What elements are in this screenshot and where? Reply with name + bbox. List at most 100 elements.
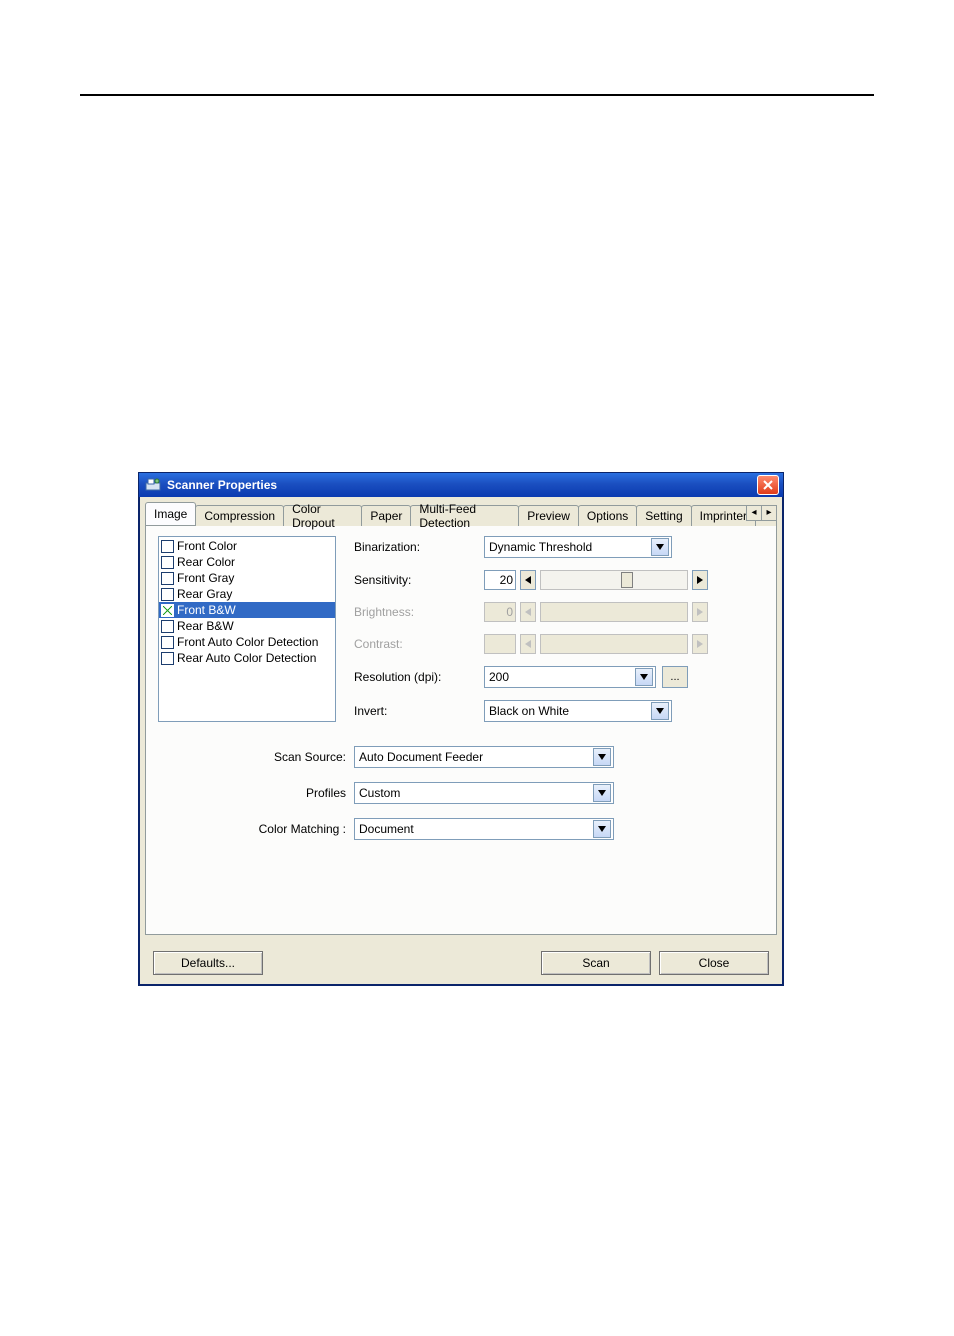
tab-label: Compression [204, 509, 275, 523]
slider-right-button [692, 602, 708, 622]
invert-dropdown[interactable]: Black on White [484, 700, 672, 722]
resolution-label: Resolution (dpi): [354, 670, 484, 684]
invert-label: Invert: [354, 704, 484, 718]
list-item-label: Front Color [177, 539, 237, 553]
button-label: Defaults... [181, 956, 235, 970]
tab-label: Options [587, 509, 628, 523]
slider-right-button[interactable] [692, 570, 708, 590]
color-matching-dropdown[interactable]: Document [354, 818, 614, 840]
tab-label: Multi-Feed Detection [419, 502, 510, 530]
color-matching-label: Color Matching : [158, 822, 354, 836]
tab-options[interactable]: Options [578, 505, 637, 526]
image-tab-page: Front Color Rear Color Front Gray Rear G… [145, 526, 777, 935]
button-label: Close [699, 956, 730, 970]
list-item-label: Rear B&W [177, 619, 234, 633]
brightness-slider: 0 [484, 602, 708, 622]
checkbox-icon[interactable] [161, 620, 174, 633]
window-title: Scanner Properties [167, 478, 757, 492]
tab-setting[interactable]: Setting [636, 505, 691, 526]
sensitivity-slider[interactable]: 20 [484, 570, 708, 590]
list-item-label: Rear Auto Color Detection [177, 651, 316, 665]
slider-value: 0 [484, 602, 516, 622]
checkbox-icon[interactable] [161, 540, 174, 553]
tab-color-dropout[interactable]: Color Dropout [283, 505, 362, 526]
slider-left-button [520, 634, 536, 654]
close-button[interactable]: Close [659, 951, 769, 975]
chevron-down-icon [651, 538, 669, 556]
tab-compression[interactable]: Compression [195, 505, 284, 526]
tab-preview[interactable]: Preview [518, 505, 579, 526]
chevron-down-icon [593, 748, 611, 766]
dialog-button-row: Defaults... Scan Close [145, 945, 777, 975]
resolution-dropdown[interactable]: 200 [484, 666, 656, 688]
tab-paper[interactable]: Paper [361, 505, 411, 526]
chevron-down-icon [635, 668, 653, 686]
tab-label: Imprinter [700, 509, 747, 523]
profiles-label: Profiles [158, 786, 354, 800]
button-label: Scan [582, 956, 609, 970]
scan-source-dropdown[interactable]: Auto Document Feeder [354, 746, 614, 768]
resolution-more-button[interactable]: ... [662, 666, 688, 688]
list-item-label: Front B&W [177, 603, 236, 617]
tab-label: Image [154, 507, 187, 521]
dropdown-value: Black on White [489, 704, 651, 718]
profiles-dropdown[interactable]: Custom [354, 782, 614, 804]
list-item-label: Front Gray [177, 571, 234, 585]
checkbox-icon[interactable] [161, 588, 174, 601]
list-item[interactable]: Front Auto Color Detection [159, 634, 335, 650]
checkbox-icon[interactable] [161, 556, 174, 569]
image-selection-listbox[interactable]: Front Color Rear Color Front Gray Rear G… [158, 536, 336, 722]
scan-source-label: Scan Source: [158, 750, 354, 764]
checkbox-icon[interactable] [161, 652, 174, 665]
dropdown-value: Auto Document Feeder [359, 750, 593, 764]
slider-track [540, 634, 688, 654]
binarization-label: Binarization: [354, 540, 484, 554]
list-item[interactable]: Rear Color [159, 554, 335, 570]
list-item[interactable]: Rear Auto Color Detection [159, 650, 335, 666]
slider-track[interactable] [540, 570, 688, 590]
page-divider [80, 94, 874, 96]
close-window-button[interactable] [757, 475, 779, 495]
list-item-label: Rear Gray [177, 587, 232, 601]
list-item-label: Rear Color [177, 555, 235, 569]
tab-scroll-right-button[interactable]: ▸ [761, 505, 777, 521]
checkbox-icon[interactable] [161, 572, 174, 585]
slider-right-button [692, 634, 708, 654]
list-item[interactable]: Rear Gray [159, 586, 335, 602]
app-icon [145, 477, 161, 493]
defaults-button[interactable]: Defaults... [153, 951, 263, 975]
scanner-properties-window: Scanner Properties Image Compression Col… [138, 472, 784, 986]
brightness-label: Brightness: [354, 605, 484, 619]
tab-label: Paper [370, 509, 402, 523]
titlebar[interactable]: Scanner Properties [139, 473, 783, 497]
slider-thumb[interactable] [621, 572, 633, 588]
dropdown-value: 200 [489, 670, 635, 684]
client-area: Image Compression Color Dropout Paper Mu… [139, 497, 783, 985]
tab-label: Color Dropout [292, 502, 353, 530]
slider-left-button [520, 602, 536, 622]
dropdown-value: Dynamic Threshold [489, 540, 651, 554]
list-item[interactable]: Front B&W [159, 602, 335, 618]
binarization-dropdown[interactable]: Dynamic Threshold [484, 536, 672, 558]
tab-scroll-nav: ◂ ▸ [746, 503, 777, 523]
contrast-label: Contrast: [354, 637, 484, 651]
list-item[interactable]: Front Color [159, 538, 335, 554]
tab-label: Preview [527, 509, 570, 523]
chevron-down-icon [593, 820, 611, 838]
checkbox-icon[interactable] [161, 636, 174, 649]
list-item[interactable]: Front Gray [159, 570, 335, 586]
scan-button[interactable]: Scan [541, 951, 651, 975]
list-item[interactable]: Rear B&W [159, 618, 335, 634]
dropdown-value: Custom [359, 786, 593, 800]
tab-label: Setting [645, 509, 682, 523]
sensitivity-label: Sensitivity: [354, 573, 484, 587]
slider-left-button[interactable] [520, 570, 536, 590]
tab-scroll-left-button[interactable]: ◂ [746, 505, 762, 521]
slider-track [540, 602, 688, 622]
chevron-down-icon [651, 702, 669, 720]
tab-multi-feed[interactable]: Multi-Feed Detection [410, 505, 519, 526]
contrast-slider [484, 634, 708, 654]
checkbox-icon[interactable] [161, 604, 174, 617]
chevron-down-icon [593, 784, 611, 802]
tab-image[interactable]: Image [145, 502, 196, 525]
